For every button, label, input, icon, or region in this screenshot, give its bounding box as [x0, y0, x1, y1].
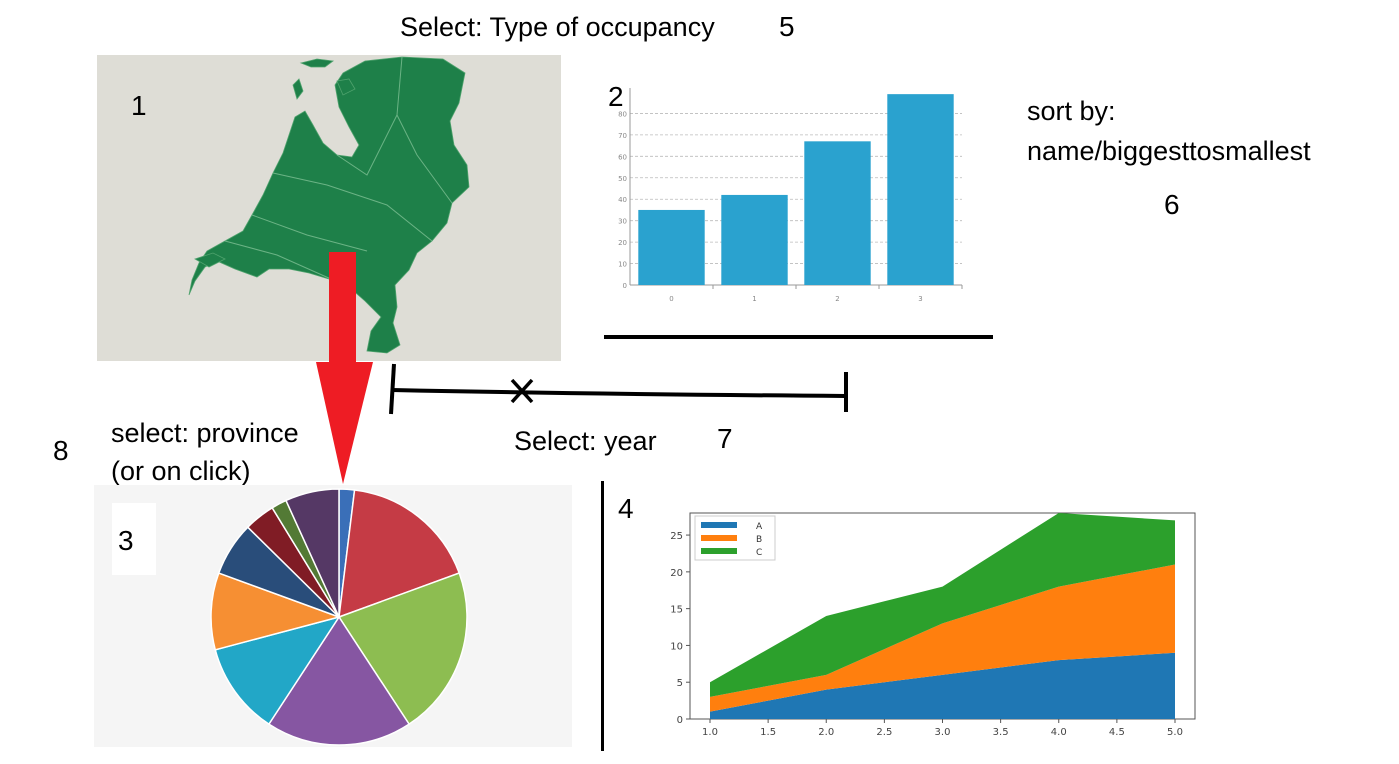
bar	[638, 209, 705, 285]
sort-label-line1[interactable]: sort by:	[1027, 96, 1116, 126]
map-land	[188, 56, 470, 354]
bar-y-tick-label: 60	[618, 153, 627, 161]
area-y-tick-label: 15	[670, 605, 683, 616]
area-x-tick-label: 3.5	[993, 727, 1009, 738]
annotation-number-5: 5	[779, 11, 795, 42]
pie-slice	[338, 489, 461, 619]
occupancy-select-label[interactable]: Select: Type of occupancy	[400, 12, 715, 42]
pie-chart[interactable]: 3	[94, 485, 572, 747]
bar	[804, 141, 871, 285]
panel-number-3: 3	[118, 525, 134, 556]
area-x-tick-label: 1.0	[702, 727, 718, 738]
area-legend: ABC	[694, 515, 776, 561]
bar-chart-divider	[604, 335, 993, 339]
area-x-tick-label: 3.0	[935, 727, 951, 738]
pie-area-divider	[601, 481, 604, 751]
year-select-label[interactable]: Select: year	[514, 426, 657, 456]
bar-y-tick-label: 70	[618, 132, 627, 140]
area-legend-swatch	[701, 522, 737, 528]
bar-y-tick-label: 0	[623, 282, 627, 290]
area-x-tick-label: 4.5	[1109, 727, 1125, 738]
bar-x-tick-label: 3	[918, 295, 922, 303]
annotation-number-7: 7	[717, 423, 733, 454]
bar-y-tick-label: 10	[618, 261, 627, 269]
pie-slice	[210, 572, 342, 651]
bar	[721, 194, 788, 285]
panel-number-4: 4	[618, 493, 634, 524]
map-borders	[224, 56, 453, 288]
area-legend-label: B	[756, 535, 762, 545]
area-legend-swatch	[701, 535, 737, 541]
area-y-tick-label: 5	[677, 678, 683, 689]
province-select-label-line2[interactable]: (or on click)	[111, 456, 251, 486]
bar-y-tick-label: 40	[618, 196, 627, 204]
sort-label-line2[interactable]: name/biggesttosmallest	[1027, 136, 1311, 166]
bar-y-tick-label: 30	[618, 218, 627, 226]
panel-number-2: 2	[608, 81, 624, 112]
area-series-c	[710, 513, 1175, 697]
bar-x-tick-label: 0	[669, 295, 673, 303]
bar-x-tick-label: 1	[752, 295, 756, 303]
pie-slice	[284, 488, 340, 618]
pie-slice	[337, 572, 468, 726]
pie-slice	[214, 615, 341, 726]
year-slider-track	[391, 388, 846, 398]
map-to-pie-arrow	[316, 252, 373, 484]
area-y-tick-label: 25	[670, 531, 683, 542]
year-slider-handle	[510, 378, 534, 404]
area-series-a	[710, 652, 1175, 719]
area-x-tick-label: 2.0	[818, 727, 834, 738]
province-select-label-line1[interactable]: select: province	[111, 418, 299, 448]
pie-slice	[267, 615, 411, 746]
area-x-tick-label: 2.5	[876, 727, 892, 738]
pie-number-box	[112, 503, 156, 575]
annotation-number-8: 8	[53, 435, 69, 466]
area-chart[interactable]: 0 5 10 15 20 25 1.0 1.5 2.0 2.5 3.0 3.5 4.0 4.5 5.0 A B C	[640, 505, 1200, 750]
area-x-tick-label: 5.0	[1167, 727, 1183, 738]
bar-y-tick-label: 20	[618, 239, 627, 247]
bar-y-tick-label: 50	[618, 175, 627, 183]
bar-x-tick-label: 2	[835, 295, 839, 303]
bar-chart[interactable]: 0 10 20 30 40 50 60 70 80 0 1 2 3 2	[600, 80, 970, 320]
annotation-number-6: 6	[1164, 189, 1180, 220]
area-legend-label: C	[756, 548, 762, 558]
year-slider[interactable]	[380, 356, 860, 426]
area-y-tick-label: 10	[670, 641, 683, 652]
area-series-b	[710, 564, 1175, 712]
bar-y-tick-label: 80	[618, 110, 627, 118]
area-legend-label: A	[756, 522, 763, 532]
area-legend-swatch	[701, 548, 737, 554]
area-y-tick-label: 20	[670, 568, 683, 579]
area-x-tick-label: 4.0	[1051, 727, 1067, 738]
area-y-tick-label: 0	[677, 715, 683, 726]
panel-number-1: 1	[131, 90, 147, 121]
area-x-tick-label: 1.5	[760, 727, 776, 738]
bar	[887, 94, 954, 286]
